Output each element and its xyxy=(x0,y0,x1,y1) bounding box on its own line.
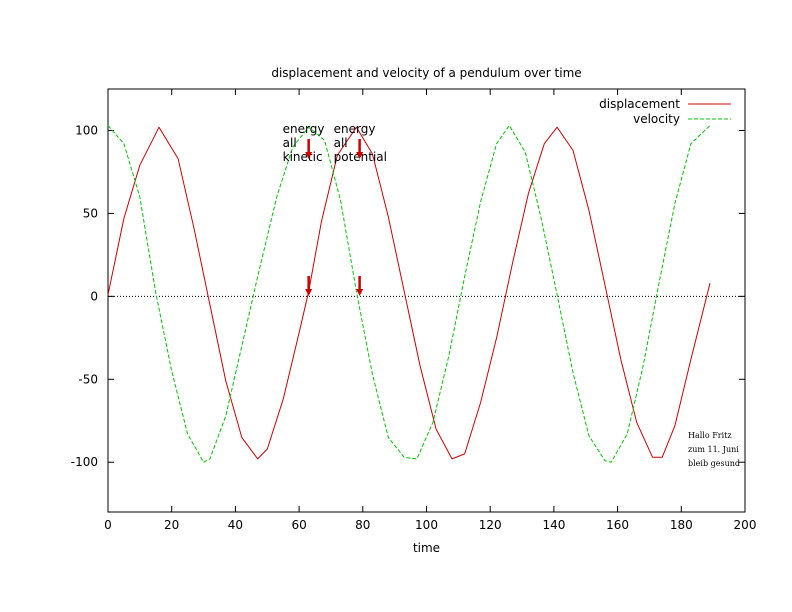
x-tick-label: 60 xyxy=(291,518,306,532)
note-line: zum 11. Juni xyxy=(688,445,739,454)
x-axis-label: time xyxy=(413,541,440,555)
annotations: energyallkineticenergyallpotential xyxy=(283,122,387,296)
legend-label-displacement: displacement xyxy=(599,97,680,111)
note-line: bleib gesund xyxy=(688,459,740,468)
annotation-text: energy xyxy=(283,122,325,136)
x-tick-label: 40 xyxy=(228,518,243,532)
x-axis: 0 20 40 60 80 100 120 140 160 180 200 xyxy=(104,89,756,532)
x-tick-label: 0 xyxy=(104,518,112,532)
plot-frame xyxy=(107,88,746,513)
annotation-arrowhead xyxy=(305,152,313,159)
annotation-text: all xyxy=(283,136,297,150)
x-tick-label: 120 xyxy=(479,518,502,532)
x-tick-label: 180 xyxy=(670,518,693,532)
x-tick-label: 100 xyxy=(415,518,438,532)
annotation-arrowhead xyxy=(356,289,364,296)
y-tick-label: 50 xyxy=(83,206,98,220)
annotation-text: kinetic xyxy=(283,150,323,164)
x-tick-label: 160 xyxy=(606,518,629,532)
y-tick-label: -50 xyxy=(78,372,98,386)
y-tick-label: -100 xyxy=(71,455,98,469)
annotation-text: all xyxy=(334,136,348,150)
series-layer xyxy=(107,125,711,463)
annotation-arrowhead xyxy=(305,289,313,296)
x-tick-label: 20 xyxy=(164,518,179,532)
x-tick-label: 140 xyxy=(542,518,565,532)
annotation-text: energy xyxy=(334,122,376,136)
series-velocity xyxy=(107,125,711,463)
legend-label-velocity: velocity xyxy=(633,112,680,126)
series-displacement xyxy=(107,126,711,460)
x-tick-label: 80 xyxy=(355,518,370,532)
note-line: Hallo Fritz xyxy=(688,431,732,440)
y-axis: -100 -50 0 50 100 xyxy=(71,123,745,469)
y-tick-label: 100 xyxy=(75,123,98,137)
chart-title: displacement and velocity of a pendulum … xyxy=(271,66,581,80)
annotation-arrowhead xyxy=(356,152,364,159)
x-tick-label: 200 xyxy=(734,518,757,532)
greeting-note: Hallo Fritz zum 11. Juni bleib gesund xyxy=(688,431,740,468)
y-tick-label: 0 xyxy=(90,289,98,303)
